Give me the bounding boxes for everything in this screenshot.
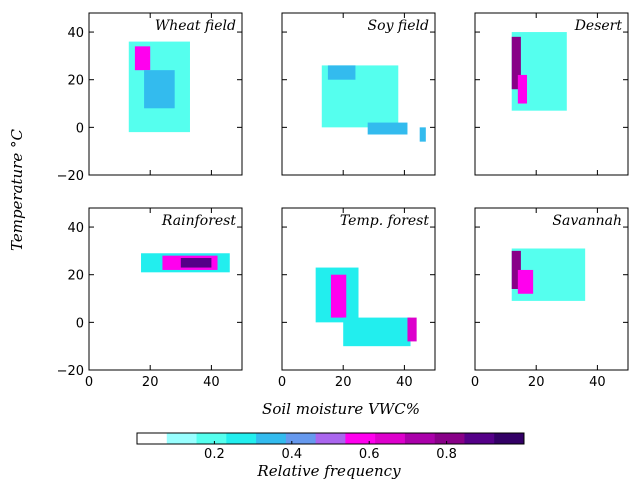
heatmap-panel: Soy field [281, 12, 436, 176]
y-tick-label: −20 [57, 169, 84, 184]
x-tick-label: 0 [278, 375, 286, 390]
heatmap-cells [315, 267, 417, 347]
y-axis-label: Temperature °C [8, 128, 26, 251]
x-tick-label: 20 [335, 375, 352, 390]
panel-title: Desert [574, 18, 623, 34]
x-tick-label: 0 [471, 375, 479, 390]
colorbar-segment [434, 433, 465, 444]
heatmap-region [330, 274, 347, 318]
panel-frame [281, 207, 436, 371]
heatmap-region [343, 317, 411, 347]
panel-frame [474, 207, 629, 371]
panel-title: Rainforest [161, 213, 236, 229]
x-tick-label: 40 [203, 375, 220, 390]
panel-title: Soy field [368, 18, 429, 34]
colorbar-segment [494, 433, 525, 444]
panel-frame [88, 12, 243, 176]
heatmap-cells [321, 65, 426, 142]
colorbar-segment [464, 433, 495, 444]
x-axis-label: Soil moisture VWC% [262, 400, 420, 418]
colorbar-segment [375, 433, 406, 444]
heatmap-region [511, 36, 521, 90]
heatmap-region [327, 65, 356, 80]
y-tick-label: 0 [76, 121, 84, 136]
heatmap-region [144, 70, 175, 109]
y-tick-label: 0 [76, 316, 84, 331]
y-tick-label: 20 [67, 74, 84, 89]
x-tick-label: 40 [396, 375, 413, 390]
y-tick-label: 40 [67, 26, 84, 41]
heatmap-region [180, 258, 212, 268]
colorbar-segment [285, 433, 317, 444]
heatmap-cells [141, 253, 230, 273]
heatmap-region [517, 269, 534, 294]
colorbar-segment [345, 433, 376, 444]
panel-title: Savannah [552, 213, 622, 229]
x-tick-label: 0 [85, 375, 93, 390]
panel-frame [88, 207, 243, 371]
colorbar-segment [315, 433, 346, 444]
colorbar-segment [226, 433, 257, 444]
panel-frame [474, 12, 629, 176]
y-tick-label: 20 [67, 269, 84, 284]
colorbar-tick-label: 0.8 [436, 447, 457, 462]
heatmap-panel: Wheat field 40 20 0 −20 [57, 12, 243, 184]
colorbar-segment [166, 433, 198, 444]
heatmap-region [511, 250, 521, 289]
y-tick-label: 40 [67, 221, 84, 236]
panel-title: Wheat field [155, 18, 236, 34]
heatmap-cells [511, 32, 567, 111]
heatmap-region [517, 74, 528, 104]
x-tick-label: 20 [142, 375, 159, 390]
colorbar-frame [136, 432, 525, 445]
colorbar-tick-label: 0.6 [359, 447, 380, 462]
heatmap-region [134, 46, 151, 71]
heatmap-panel: Desert [474, 12, 629, 176]
heatmap-region [367, 122, 408, 135]
panel-frame [281, 12, 436, 176]
colorbar-segment [256, 433, 287, 444]
heatmap-panel: Temp. forest 0 20 40 [278, 207, 436, 390]
heatmap-panel: Savannah 0 20 40 [471, 207, 629, 390]
colorbar-segment [137, 433, 168, 444]
heatmap-region [419, 127, 426, 142]
x-tick-label: 40 [589, 375, 606, 390]
colorbar-segment [404, 433, 436, 444]
colorbar-label: Relative frequency [256, 462, 401, 480]
panel-title: Temp. forest [340, 213, 429, 229]
colorbar-tick-label: 0.4 [281, 447, 302, 462]
colorbar-segment [196, 433, 227, 444]
heatmap-cells [128, 41, 190, 133]
x-tick-label: 20 [528, 375, 545, 390]
heatmap-cells [511, 248, 586, 301]
colorbar: 0.2 0.4 0.6 0.8 [136, 432, 525, 462]
colorbar-tick-label: 0.2 [204, 447, 225, 462]
heatmap-region [407, 317, 417, 342]
y-tick-label: −20 [57, 364, 84, 379]
